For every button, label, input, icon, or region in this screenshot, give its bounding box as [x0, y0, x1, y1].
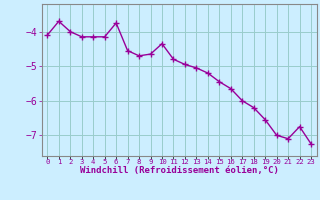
- X-axis label: Windchill (Refroidissement éolien,°C): Windchill (Refroidissement éolien,°C): [80, 166, 279, 175]
